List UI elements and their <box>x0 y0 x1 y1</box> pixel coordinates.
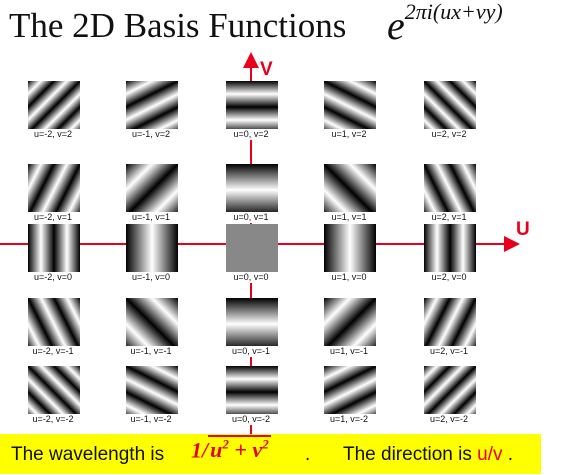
basis-label: u=-1, v=0 <box>123 272 179 283</box>
formula-base: e <box>387 3 405 48</box>
direction-value: u/v <box>477 444 503 465</box>
basis-tile <box>126 366 178 418</box>
basis-cell: u=-2, v=-2 <box>25 366 108 428</box>
basis-tile <box>126 164 178 216</box>
basis-tile <box>28 366 80 418</box>
basis-cell: u=1, v=-1 <box>321 298 404 360</box>
basis-label: u=1, v=-2 <box>321 414 377 425</box>
basis-label: u=-2, v=0 <box>25 272 81 283</box>
basis-tile <box>226 164 278 216</box>
basis-cell: u=2, v=-2 <box>421 366 504 428</box>
basis-label: u=-2, v=1 <box>25 212 81 223</box>
basis-tile <box>126 224 178 276</box>
formula-exponent: 2πi(ux+vy) <box>404 0 503 24</box>
basis-label: u=-1, v=2 <box>123 129 179 140</box>
basis-tile <box>424 164 476 216</box>
basis-label: u=1, v=2 <box>321 129 377 140</box>
basis-tile <box>324 366 376 418</box>
basis-cell: u=-2, v=-1 <box>25 298 108 360</box>
basis-label: u=2, v=2 <box>421 129 477 140</box>
direction-period: . <box>507 444 514 465</box>
basis-tile <box>226 366 278 418</box>
basis-label: u=-1, v=-1 <box>123 346 179 357</box>
basis-tile <box>324 298 376 350</box>
basis-cell: u=-1, v=-2 <box>123 366 206 428</box>
u-axis-label: U <box>516 219 530 240</box>
basis-formula: e2πi(ux+vy) <box>387 0 503 49</box>
basis-cell: u=1, v=-2 <box>321 366 404 428</box>
basis-cell: u=0, v=-2 <box>223 366 306 428</box>
basis-cell: u=-2, v=0 <box>25 224 108 286</box>
basis-tile <box>324 224 376 276</box>
basis-label: u=0, v=-1 <box>223 346 279 357</box>
basis-cell: u=0, v=-1 <box>223 298 306 360</box>
direction-label: The direction is u/v . <box>343 444 513 466</box>
wavelength-period: . <box>305 444 311 465</box>
basis-label: u=-1, v=1 <box>123 212 179 223</box>
basis-tile <box>324 81 376 133</box>
basis-cell: u=1, v=2 <box>321 81 404 143</box>
basis-cell: u=-1, v=0 <box>123 224 206 286</box>
basis-tile <box>226 81 278 133</box>
basis-label: u=0, v=1 <box>223 212 279 223</box>
basis-tile <box>28 298 80 350</box>
basis-tile <box>424 81 476 133</box>
basis-tile <box>126 298 178 350</box>
summary-banner: The wavelength is 1/u2 + v2 . The direct… <box>0 434 541 474</box>
direction-text: The direction is <box>343 444 472 465</box>
basis-label: u=0, v=2 <box>223 129 279 140</box>
basis-label: u=1, v=-1 <box>321 346 377 357</box>
basis-cell: u=-1, v=-1 <box>123 298 206 360</box>
wavelength-label: The wavelength is <box>11 444 165 465</box>
basis-tile <box>324 164 376 216</box>
title-row: The 2D Basis Functions e2πi(ux+vy) <box>0 0 572 58</box>
basis-cell: u=0, v=2 <box>223 81 306 143</box>
basis-tile <box>126 81 178 133</box>
basis-label: u=-1, v=-2 <box>123 414 179 425</box>
basis-label: u=0, v=0 <box>223 272 279 283</box>
basis-tile <box>424 224 476 276</box>
basis-tile <box>424 298 476 350</box>
basis-cell: u=0, v=0 <box>223 224 306 286</box>
basis-label: u=1, v=1 <box>321 212 377 223</box>
basis-cell: u=2, v=-1 <box>421 298 504 360</box>
basis-label: u=2, v=-2 <box>421 414 477 425</box>
basis-label: u=2, v=-1 <box>421 346 477 357</box>
basis-cell: u=-2, v=1 <box>25 164 108 226</box>
basis-cell: u=1, v=0 <box>321 224 404 286</box>
basis-label: u=1, v=0 <box>321 272 377 283</box>
basis-cell: u=2, v=1 <box>421 164 504 226</box>
basis-cell: u=-2, v=2 <box>25 81 108 143</box>
basis-tile <box>28 224 80 276</box>
basis-tile <box>424 366 476 418</box>
basis-label: u=-2, v=-2 <box>25 414 81 425</box>
basis-label: u=2, v=0 <box>421 272 477 283</box>
basis-cell: u=1, v=1 <box>321 164 404 226</box>
basis-cell: u=-1, v=1 <box>123 164 206 226</box>
basis-cell: u=-1, v=2 <box>123 81 206 143</box>
basis-label: u=0, v=-2 <box>223 414 279 425</box>
basis-tile <box>226 224 278 276</box>
basis-tile <box>28 81 80 133</box>
basis-label: u=-2, v=2 <box>25 129 81 140</box>
page-title: The 2D Basis Functions <box>9 6 347 45</box>
basis-label: u=2, v=1 <box>421 212 477 223</box>
basis-cell: u=2, v=0 <box>421 224 504 286</box>
basis-tile <box>226 298 278 350</box>
basis-tile <box>28 164 80 216</box>
basis-cell: u=0, v=1 <box>223 164 306 226</box>
basis-label: u=-2, v=-1 <box>25 346 81 357</box>
v-axis-label: V <box>260 59 273 80</box>
basis-cell: u=2, v=2 <box>421 81 504 143</box>
wavelength-formula: 1/u2 + v2 <box>191 435 271 463</box>
